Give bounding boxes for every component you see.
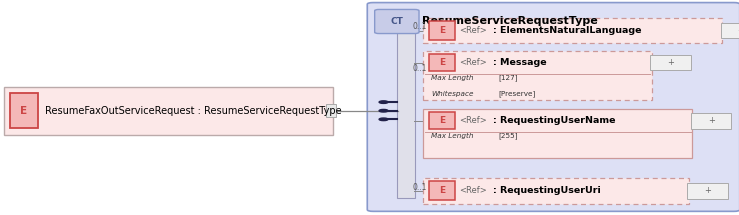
Text: <Ref>: <Ref> xyxy=(459,116,487,125)
Text: <Ref>: <Ref> xyxy=(459,26,487,35)
Text: E: E xyxy=(439,116,445,125)
Text: [255]: [255] xyxy=(499,132,518,139)
Text: E: E xyxy=(439,26,445,35)
Text: +: + xyxy=(667,58,674,67)
FancyBboxPatch shape xyxy=(429,181,455,200)
FancyBboxPatch shape xyxy=(429,54,455,71)
FancyBboxPatch shape xyxy=(397,21,415,198)
FancyBboxPatch shape xyxy=(650,55,690,71)
Circle shape xyxy=(379,109,388,112)
Circle shape xyxy=(379,118,388,121)
FancyBboxPatch shape xyxy=(10,93,38,128)
Text: 0..1: 0..1 xyxy=(412,22,426,31)
Text: Max Length: Max Length xyxy=(431,75,474,81)
FancyBboxPatch shape xyxy=(367,3,739,211)
FancyBboxPatch shape xyxy=(375,9,419,34)
FancyBboxPatch shape xyxy=(423,18,722,43)
Text: CT: CT xyxy=(390,17,403,26)
Text: E: E xyxy=(439,186,445,195)
FancyBboxPatch shape xyxy=(691,113,732,129)
Text: +: + xyxy=(704,186,711,195)
FancyBboxPatch shape xyxy=(4,87,333,135)
Text: ResumeFaxOutServiceRequest : ResumeServiceRequestType: ResumeFaxOutServiceRequest : ResumeServi… xyxy=(45,106,341,116)
FancyBboxPatch shape xyxy=(687,183,727,199)
Text: 0..1: 0..1 xyxy=(412,183,426,192)
Text: [Preserve]: [Preserve] xyxy=(499,91,536,97)
Text: [127]: [127] xyxy=(499,74,518,81)
FancyBboxPatch shape xyxy=(423,109,692,158)
Text: E: E xyxy=(439,58,445,67)
Text: ResumeServiceRequestType: ResumeServiceRequestType xyxy=(422,17,598,26)
Text: Whitespace: Whitespace xyxy=(431,91,474,97)
FancyBboxPatch shape xyxy=(429,21,455,40)
Text: <Ref>: <Ref> xyxy=(459,186,487,195)
Text: Max Length: Max Length xyxy=(431,133,474,139)
Text: +: + xyxy=(738,26,739,35)
Text: 0..1: 0..1 xyxy=(412,64,426,73)
Text: : Message: : Message xyxy=(493,58,547,67)
FancyBboxPatch shape xyxy=(423,178,689,204)
FancyBboxPatch shape xyxy=(721,23,739,38)
FancyBboxPatch shape xyxy=(429,112,455,129)
Text: : RequestingUserName: : RequestingUserName xyxy=(493,116,616,125)
FancyBboxPatch shape xyxy=(423,51,652,100)
Text: <Ref>: <Ref> xyxy=(459,58,487,67)
Text: +: + xyxy=(708,116,715,125)
Text: : ElementsNaturalLanguage: : ElementsNaturalLanguage xyxy=(493,26,641,35)
Text: E: E xyxy=(21,106,27,116)
FancyBboxPatch shape xyxy=(326,104,336,117)
Text: : RequestingUserUri: : RequestingUserUri xyxy=(493,186,601,195)
Circle shape xyxy=(379,101,388,103)
